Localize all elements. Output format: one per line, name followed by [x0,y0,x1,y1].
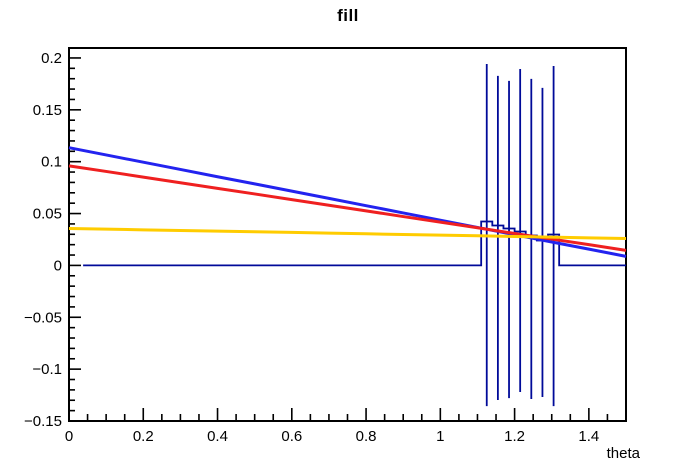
yellow-curve [68,226,627,240]
x-tick-label: 1.4 [578,428,599,445]
y-tick-label: 0 [54,257,62,274]
y-tick-label: 0.15 [33,102,62,119]
x-tick-label: 1.2 [504,428,525,445]
plot-title: fill [337,6,359,25]
y-tick-label: 0.05 [33,206,62,223]
x-tick-label: 0.8 [356,428,377,445]
y-tick-label: 0.1 [41,154,62,171]
x-tick-label: 0.6 [281,428,302,445]
blue-curve [68,146,627,258]
y-tick-label: 0.2 [41,50,62,67]
x-tick-label: 0.4 [207,428,228,445]
x-axis-title: theta [607,445,641,462]
y-tick-label: −0.1 [32,361,62,378]
y-tick-label: −0.15 [24,413,62,430]
x-tick-label: 1 [436,428,444,445]
x-tick-label: 0 [65,428,73,445]
fill-histogram-line [83,220,626,267]
x-tick-label: 0.2 [133,428,154,445]
y-tick-label: −0.05 [24,309,62,326]
